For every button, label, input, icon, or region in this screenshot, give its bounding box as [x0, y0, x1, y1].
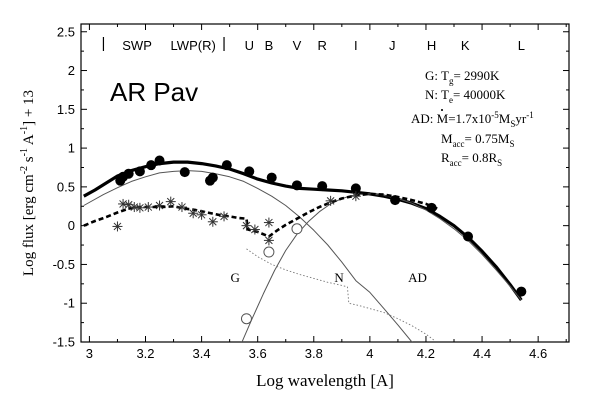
curve-thick-solid: [83, 160, 523, 302]
asterisk-point: [134, 202, 145, 213]
param-n: N: Te= 40000K: [425, 87, 506, 105]
curve-dashed: [83, 192, 438, 238]
model-curves: [83, 160, 523, 342]
filled-point: [317, 181, 328, 192]
x-tick-label: 4.6: [529, 346, 547, 361]
band-label: H: [427, 38, 436, 53]
asterisk-point: [263, 217, 274, 228]
x-tick-label: 3.6: [249, 346, 267, 361]
param-mdot: AD: M=1.7x10-5MSyr-1: [411, 110, 534, 129]
x-tick-label: 3: [86, 346, 93, 361]
x-axis-label: Log wavelength [A]: [256, 371, 394, 390]
y-axis-label: Log flux [erg cm-2 s-1 A-1] + 13: [19, 90, 37, 276]
x-tick-label: 3.8: [305, 346, 323, 361]
filled-point: [154, 155, 165, 166]
y-tick-label: 0: [68, 218, 75, 233]
filled-point: [463, 231, 474, 242]
filled-point: [350, 183, 361, 194]
band-label: L: [518, 38, 525, 53]
filled-point: [134, 166, 145, 177]
filled-point: [266, 172, 277, 183]
band-label: B: [265, 38, 274, 53]
filled-point: [207, 172, 218, 183]
curve-labels: G N AD: [231, 270, 427, 285]
x-tick-label: 4.2: [417, 346, 435, 361]
curve-label: G: [231, 270, 240, 285]
y-tick-labels: -1.5 -1 -0.5 0 0.5 1 1.5 2 2.5: [53, 24, 75, 349]
asterisk-point: [154, 200, 165, 211]
param-macc: Macc= 0.75MS: [441, 131, 514, 149]
filled-point: [146, 160, 157, 171]
band-label: V: [293, 38, 302, 53]
filled-point: [123, 168, 134, 179]
asterisk-point: [325, 195, 336, 206]
y-tick-label: -0.5: [53, 257, 75, 272]
parameters-block: G: Tg= 2990K N: Te= 40000K AD: M=1.7x10-…: [411, 68, 534, 168]
star-name: AR Pav: [110, 77, 198, 107]
band-label: U: [245, 38, 254, 53]
asterisk-point: [196, 209, 207, 220]
curve-label: N: [334, 270, 344, 285]
y-tick-label: -1: [63, 296, 75, 311]
open-point: [263, 246, 275, 258]
asterisk-point: [176, 202, 187, 213]
y-tick-label: 2.5: [57, 24, 75, 39]
filled-point: [516, 286, 527, 297]
band-label: K: [461, 38, 470, 53]
param-g: G: Tg= 2990K: [425, 68, 500, 86]
asterisk-point: [112, 221, 123, 232]
y-tick-label: 1.5: [57, 102, 75, 117]
plot-frame: [80, 23, 570, 343]
filled-point: [221, 160, 232, 171]
curve-dotted-N: [246, 248, 435, 341]
param-racc: Racc= 0.8RS: [441, 150, 502, 168]
filled-point: [179, 167, 190, 178]
asterisk-point: [350, 191, 361, 202]
asterisk-point: [207, 216, 218, 227]
asterisk-point: [143, 202, 154, 213]
curve-label: AD: [408, 270, 427, 285]
filled-point: [291, 180, 302, 191]
asterisk-point: [241, 220, 252, 231]
asterisk-point: [188, 208, 199, 219]
filled-point: [426, 202, 437, 213]
filled-point: [390, 195, 401, 206]
x-tick-label: 4: [366, 346, 373, 361]
band-label: SWP: [122, 38, 152, 53]
asterisk-point: [165, 196, 176, 207]
photometric-bands: SWP LWP(R) U B V R I J H K L: [102, 37, 525, 53]
curve-thin-solid-G: [83, 170, 413, 342]
asterisk-point: [263, 235, 274, 246]
open-point: [240, 313, 252, 325]
y-tick-label: -1.5: [53, 335, 75, 350]
band-label: R: [318, 38, 327, 53]
curve-thin-solid-AD: [241, 193, 522, 342]
x-tick-label: 3.4: [193, 346, 211, 361]
filled-point: [244, 166, 255, 177]
x-tick-label: 3.2: [136, 346, 154, 361]
data-markers: [112, 155, 527, 325]
band-label: J: [389, 38, 396, 53]
asterisk-point: [219, 211, 230, 222]
band-label: LWP(R): [171, 38, 216, 53]
band-label: I: [354, 38, 358, 53]
x-tick-label: 4.4: [473, 346, 491, 361]
y-tick-label: 2: [68, 63, 75, 78]
axis-ticks: [81, 24, 569, 343]
open-point: [291, 223, 303, 235]
y-tick-label: 1: [68, 141, 75, 156]
x-tick-labels: 3 3.2 3.4 3.6 3.8 4 4.2 4.4 4.6: [86, 346, 547, 361]
asterisk-point: [249, 224, 260, 235]
y-tick-label: 0.5: [57, 179, 75, 194]
